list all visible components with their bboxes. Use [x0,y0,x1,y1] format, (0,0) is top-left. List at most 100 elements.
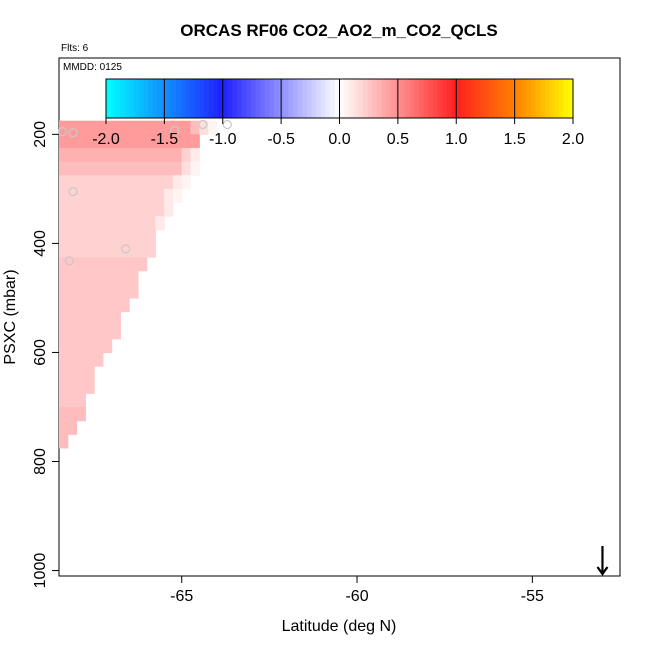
heatmap-cell [129,161,139,176]
heatmap-cell [59,406,69,422]
heatmap-cell [94,216,104,231]
colorbar-swatch [232,79,238,118]
colorbar-swatch [479,79,485,118]
heatmap-cell [76,297,86,313]
heatmap-cell [85,216,95,231]
colorbar-tick-label: 1.0 [445,131,467,148]
heatmap-cell [85,325,95,340]
heatmap-cell [129,175,139,190]
heatmap-cell [94,202,104,217]
heatmap-cell [76,202,86,217]
arrow-head [596,566,609,576]
heatmap-cell [94,352,104,367]
heatmap-cell [94,338,104,354]
direction-arrow [596,546,609,576]
y-tick-label: 1000 [32,553,49,589]
heatmap-cell [146,188,157,204]
heatmap-cell [85,229,95,244]
heatmap-cell [129,120,139,135]
heatmap-cell [59,257,69,272]
heatmap-cell [102,243,113,258]
colorbar-swatch [124,79,130,118]
heatmap-cell [120,134,130,149]
heatmap-cell [155,202,165,217]
heatmap-cell [137,120,148,135]
heatmap-cell [67,270,78,285]
heatmap-cell [146,147,157,163]
colorbar-swatch [269,79,275,118]
heatmap-cell [59,352,69,367]
heatmap-cell [129,229,139,244]
heatmap-cell [76,243,86,258]
heatmap-cell [120,229,130,244]
heatmap-cell [111,284,121,299]
heatmap-cell [181,147,192,163]
heatmap-cell [59,188,69,204]
heatmap-cell [181,175,192,190]
heatmap-cell [137,188,148,204]
heatmap-cell [111,134,121,149]
y-tick-label: 400 [32,230,49,257]
heatmap-cell [59,229,69,244]
heatmap-cell [102,270,113,285]
colorbar-swatch [549,79,555,118]
heatmap-cell [85,188,95,204]
colorbar-swatch [428,79,434,118]
heatmap-cell [137,161,148,176]
heatmap-cell [172,134,183,149]
colorbar-swatch [110,79,116,118]
colorbar-swatch [138,79,144,118]
colorbar-swatch [325,79,331,118]
colorbar-swatch [376,79,383,118]
heatmap-cell [59,420,69,435]
heatmap-cell [67,297,78,313]
heatmap-cell [111,229,121,244]
heatmap-cell [102,216,113,231]
heatmap-cell [94,161,104,176]
heatmap-cell [67,393,78,408]
colorbar-swatch [204,79,210,118]
colorbar-swatch [353,79,359,118]
colorbar-swatch [148,79,154,118]
heatmap-cell [111,188,121,204]
heatmap-cell [181,134,192,149]
heatmap-cell [76,229,86,244]
heatmap-cell [94,134,104,149]
heatmap-cell [59,434,69,449]
colorbar-swatch [437,79,443,118]
heatmap-cell [146,120,157,135]
heatmap-cell [164,147,174,163]
heatmap-cell [129,257,139,272]
x-axis: -65 -60 -55 [170,576,544,605]
heatmap-cell [59,161,69,176]
colorbar-swatch [339,79,345,118]
heatmap-cell [67,366,78,381]
heatmap-cell [85,297,95,313]
colorbar-swatch [540,79,546,118]
colorbar-swatch [390,79,397,118]
colorbar-swatch [283,79,289,118]
heatmap-cell [102,120,113,135]
heatmap-cell [137,134,148,149]
heatmap-cell [76,325,86,340]
colorbar-swatch [255,79,261,118]
colorbar-swatch [199,79,205,118]
heatmap-cell [76,257,86,272]
heatmap-cell [67,161,78,176]
heatmap-cell [94,257,104,272]
heatmap-cell [164,175,174,190]
heatmap-cell [67,420,78,435]
colorbar-swatch [115,79,121,118]
heatmap-cell [76,352,86,367]
heatmap-cell [146,161,157,176]
colorbar-swatch [134,79,140,118]
sample-marker [64,256,75,266]
heatmap-cell [120,161,130,176]
colorbar-swatch [400,79,406,118]
heatmap-cell [59,297,69,313]
colorbar-swatch [409,79,415,118]
sample-marker [68,186,78,197]
sample-marker [222,119,232,130]
colorbar-swatch [176,79,182,118]
heatmap-cell [85,175,95,190]
